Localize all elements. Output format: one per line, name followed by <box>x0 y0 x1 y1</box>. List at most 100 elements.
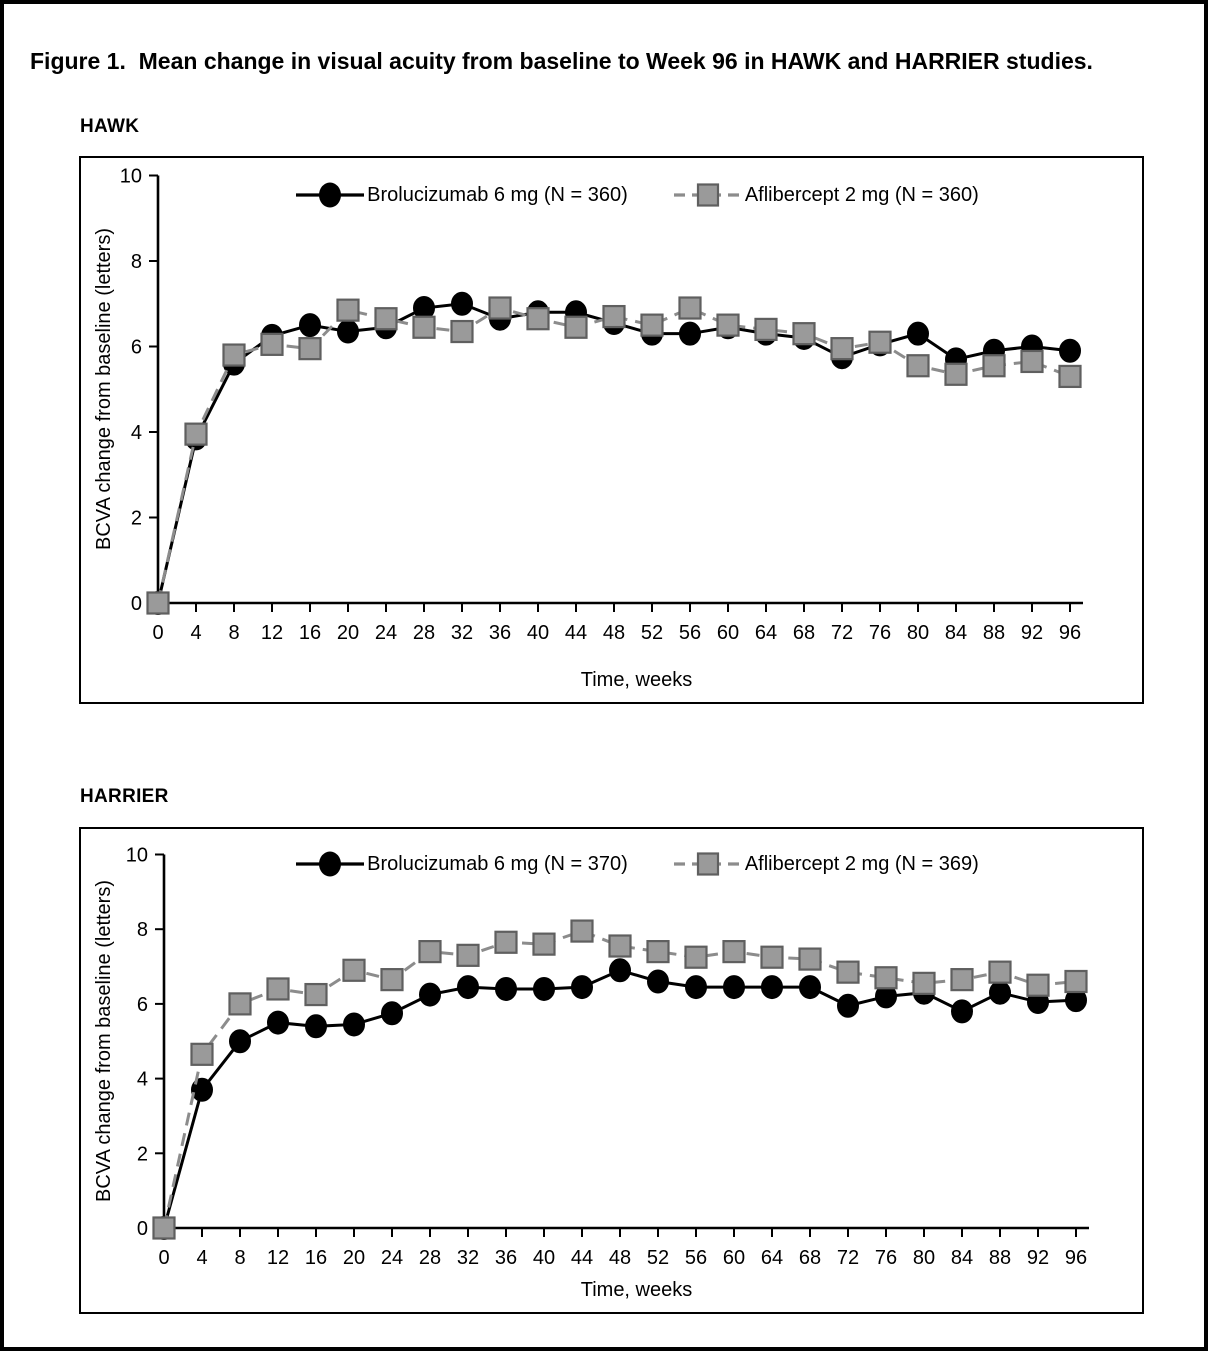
x-tick-label: 0 <box>152 622 163 644</box>
x-tick-label: 76 <box>869 622 891 644</box>
x-tick-label: 16 <box>305 1247 327 1269</box>
data-point-circle <box>343 1012 365 1037</box>
data-point-circle <box>647 969 669 994</box>
x-tick-label: 64 <box>755 622 777 644</box>
legend-circle <box>319 182 342 208</box>
data-point-circle <box>571 975 593 1000</box>
legend-label-brolucizumab: Brolucizumab 6 mg (N = 360) <box>367 183 628 206</box>
x-tick-label: 20 <box>343 1247 365 1269</box>
hawk-x-axis-label: Time, weeks <box>580 669 693 691</box>
x-tick-label: 96 <box>1059 622 1081 644</box>
x-tick-label: 88 <box>989 1247 1011 1269</box>
data-point-circle <box>267 1010 289 1035</box>
data-point-square <box>266 977 290 1001</box>
x-tick-label: 60 <box>717 622 739 644</box>
figure-title: Figure 1. Mean change in visual acuity f… <box>30 48 1093 74</box>
data-point-square <box>412 315 436 339</box>
data-point-square <box>152 1216 176 1240</box>
y-tick-label: 8 <box>131 251 142 273</box>
data-point-square <box>792 322 816 346</box>
x-tick-label: 52 <box>647 1247 669 1269</box>
y-tick-label: 6 <box>131 337 142 359</box>
data-point-square <box>418 940 442 964</box>
x-tick-label: 40 <box>533 1247 555 1269</box>
series-line-1 <box>156 306 1071 604</box>
harrier-chart-panel: Brolucizumab 6 mg (N = 370) Aflibercept … <box>79 827 1144 1314</box>
data-point-square <box>570 919 594 943</box>
x-tick-label: 40 <box>527 622 549 644</box>
data-point-circle <box>799 975 821 1000</box>
data-point-circle <box>299 313 321 338</box>
data-point-circle <box>451 291 473 316</box>
x-tick-label: 12 <box>267 1247 289 1269</box>
x-tick-label: 92 <box>1027 1247 1049 1269</box>
data-point-circle <box>685 975 707 1000</box>
x-tick-label: 80 <box>913 1247 935 1269</box>
data-point-circle <box>495 976 517 1001</box>
data-point-square <box>228 992 252 1016</box>
data-point-square <box>716 313 740 337</box>
data-point-square <box>608 934 632 958</box>
data-point-square <box>640 313 664 337</box>
data-point-square <box>760 945 784 969</box>
legend-square <box>696 183 719 207</box>
x-tick-label: 0 <box>158 1247 169 1269</box>
y-tick-label: 2 <box>137 1143 148 1165</box>
y-tick-label: 0 <box>131 593 142 615</box>
x-tick-label: 72 <box>837 1247 859 1269</box>
data-point-square <box>190 1042 214 1066</box>
x-tick-label: 64 <box>761 1247 783 1269</box>
data-point-square <box>532 932 556 956</box>
data-point-square <box>222 343 246 367</box>
y-tick-label: 10 <box>126 845 148 867</box>
data-point-circle <box>679 321 701 346</box>
legend-item-aflibercept: Aflibercept 2 mg (N = 360) <box>672 180 979 210</box>
data-point-square <box>342 958 366 982</box>
data-point-circle <box>951 999 973 1024</box>
y-tick-label: 2 <box>131 508 142 530</box>
data-point-circle <box>337 319 359 344</box>
x-tick-label: 56 <box>685 1247 707 1269</box>
legend-square <box>696 852 719 876</box>
data-point-square <box>602 304 626 329</box>
x-tick-label: 8 <box>234 1247 245 1269</box>
x-tick-label: 60 <box>723 1247 745 1269</box>
x-tick-label: 24 <box>381 1247 403 1269</box>
x-tick-label: 24 <box>375 622 397 644</box>
x-tick-label: 36 <box>495 1247 517 1269</box>
data-point-circle <box>723 975 745 1000</box>
data-point-square <box>836 960 860 984</box>
data-point-square <box>526 307 550 331</box>
aflibercept-dashed-square-icon <box>673 183 742 207</box>
x-tick-label: 12 <box>261 622 283 644</box>
data-point-circle <box>381 1001 403 1026</box>
x-tick-label: 56 <box>679 622 701 644</box>
x-tick-label: 4 <box>196 1247 207 1269</box>
data-point-square <box>1026 973 1050 997</box>
legend-item-brolucizumab: Brolucizumab 6 mg (N = 360) <box>294 180 628 210</box>
data-point-square <box>950 968 974 992</box>
data-point-circle <box>837 993 859 1018</box>
x-tick-label: 36 <box>489 622 511 644</box>
data-point-square <box>564 315 588 339</box>
x-tick-label: 80 <box>907 622 929 644</box>
x-tick-label: 28 <box>413 622 435 644</box>
legend-label-aflibercept: Aflibercept 2 mg (N = 360) <box>744 183 979 206</box>
data-point-square <box>868 330 892 354</box>
x-tick-label: 88 <box>983 622 1005 644</box>
x-tick-label: 44 <box>571 1247 593 1269</box>
x-tick-label: 68 <box>799 1247 821 1269</box>
data-point-square <box>830 337 854 361</box>
x-tick-label: 44 <box>565 622 587 644</box>
data-point-square <box>1064 969 1088 994</box>
x-tick-label: 28 <box>419 1247 441 1269</box>
data-point-square <box>1020 349 1044 374</box>
legend-label-brolucizumab: Brolucizumab 6 mg (N = 370) <box>367 852 628 875</box>
data-point-square <box>754 317 778 341</box>
x-tick-label: 20 <box>337 622 359 644</box>
data-point-square <box>944 362 968 386</box>
data-point-square <box>450 319 474 344</box>
y-tick-label: 4 <box>137 1069 148 1091</box>
data-point-circle <box>989 980 1011 1005</box>
